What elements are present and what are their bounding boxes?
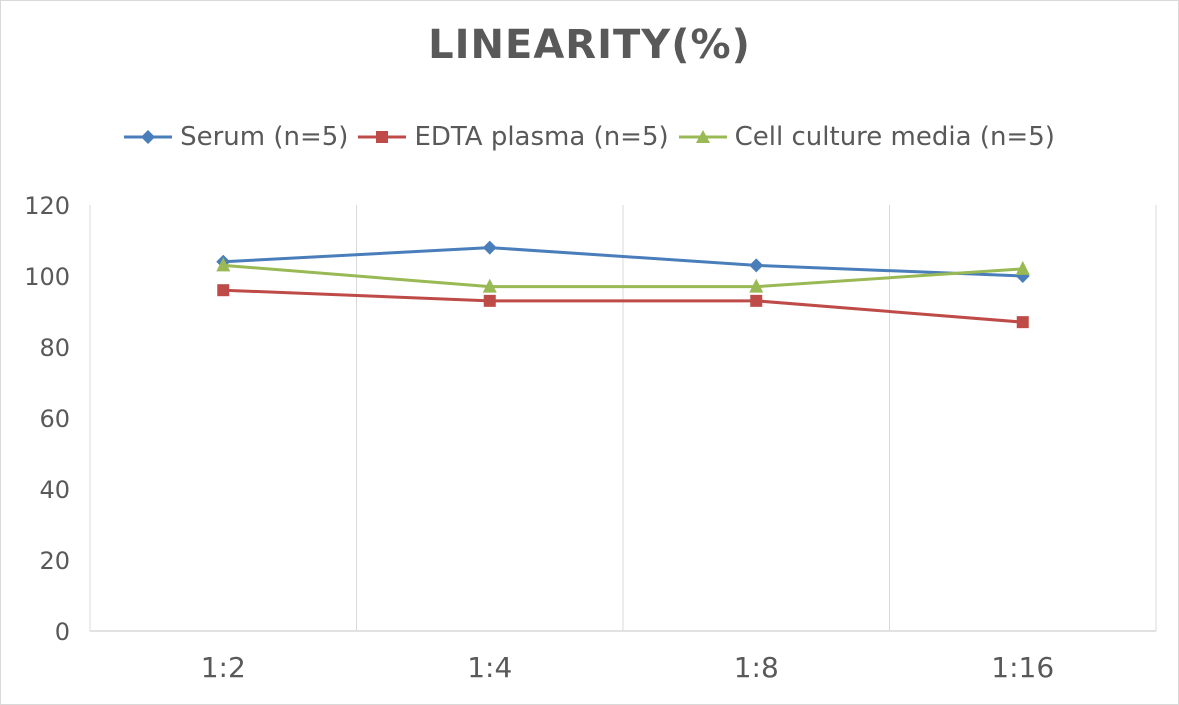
legend-item-serum: Serum (n=5) (124, 122, 348, 152)
series-line (223, 263, 1023, 289)
data-point (749, 278, 764, 293)
x-tick-label: 1:8 (734, 651, 779, 684)
data-point (217, 284, 230, 297)
data-point (1015, 260, 1030, 275)
chart-title: LINEARITY(%) (428, 22, 751, 68)
legend-label-edta-plasma: EDTA plasma (n=5) (414, 122, 669, 152)
legend-item-cell-culture-media: Cell culture media (n=5) (678, 122, 1055, 152)
legend-swatch-edta-plasma (358, 131, 407, 143)
legend-swatch-serum (124, 130, 173, 144)
x-tick-label: 1:16 (991, 651, 1054, 684)
data-point (216, 257, 231, 272)
legend-swatch-cell-culture-media (678, 130, 727, 143)
chart-legend: Serum (n=5) EDTA plasma (n=5) Cell cultu… (0, 122, 1179, 152)
legend-item-edta-plasma: EDTA plasma (n=5) (358, 122, 669, 152)
y-tick-label: 40 (39, 476, 70, 504)
y-tick-label: 100 (24, 263, 70, 291)
x-tick-label: 1:4 (467, 651, 512, 684)
data-point (483, 294, 496, 307)
data-point (482, 240, 497, 255)
y-tick-label: 120 (24, 192, 70, 220)
x-tick-label: 1:2 (201, 651, 246, 684)
data-point (482, 278, 497, 293)
data-point (750, 294, 763, 307)
series-line (223, 288, 1023, 324)
legend-label-serum: Serum (n=5) (180, 122, 349, 152)
y-tick-label: 60 (39, 405, 70, 433)
y-tick-label: 0 (55, 618, 70, 646)
y-tick-label: 80 (39, 334, 70, 362)
data-point (1016, 316, 1029, 329)
y-tick-label: 20 (39, 547, 70, 575)
data-point (749, 258, 764, 273)
series-line (223, 246, 1023, 278)
legend-label-cell-culture-media: Cell culture media (n=5) (734, 122, 1055, 152)
